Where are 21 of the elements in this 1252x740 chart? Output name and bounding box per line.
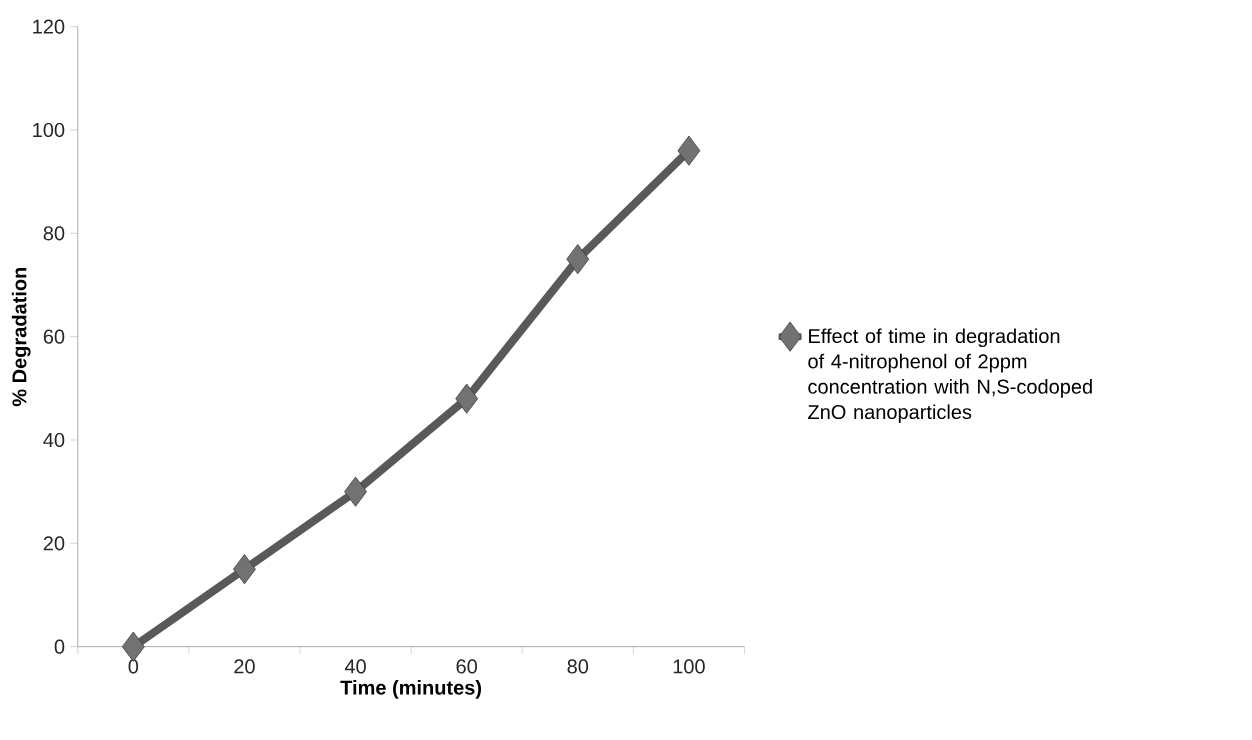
y-tick-label: 60 (43, 329, 65, 344)
legend-label: Effect of time in degradation of 4-nitrophenol of 2ppm concentration with N,S-codoped ZnO nanoparticles (808, 328, 1092, 424)
x-tick-label: 20 (234, 659, 255, 674)
x-tick-label: 40 (344, 659, 366, 674)
x-tick-label: 100 (673, 659, 705, 674)
y-tick-label: 100 (33, 122, 65, 138)
y-tick-label: 40 (43, 432, 65, 448)
point (455, 383, 479, 414)
y-tick-label: 0 (54, 639, 65, 654)
y-axis-title: % Degradation (11, 267, 31, 407)
y-tick-label: 120 (33, 19, 65, 34)
point (344, 476, 367, 507)
x-axis-title: Time (minutes) (340, 680, 482, 699)
x-tick-label: 80 (567, 659, 589, 674)
point (233, 554, 256, 585)
point (677, 135, 701, 166)
y-tick-label: 80 (43, 226, 65, 241)
x-tick-label: 60 (456, 659, 477, 674)
y-tick-label: 20 (43, 536, 65, 551)
point (566, 244, 590, 275)
x-tick-label: 0 (128, 659, 139, 674)
